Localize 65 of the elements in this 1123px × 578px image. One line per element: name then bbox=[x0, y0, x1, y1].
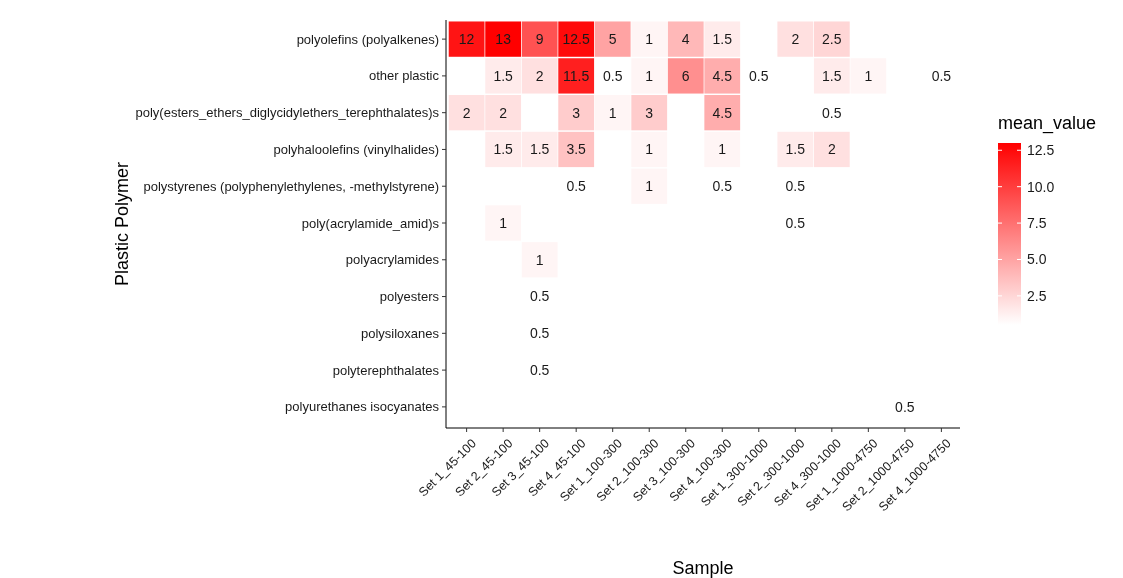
color-bar-label: 2.5 bbox=[1027, 287, 1047, 304]
data-label: 0.5 bbox=[712, 178, 733, 195]
data-label: 1.5 bbox=[822, 67, 842, 84]
data-label: 13 bbox=[495, 31, 512, 48]
data-label: 1.5 bbox=[785, 141, 806, 158]
data-label: 3.5 bbox=[566, 141, 587, 158]
data-label: 1 bbox=[608, 104, 617, 121]
data-label: 0.5 bbox=[785, 214, 806, 231]
data-label: 4.5 bbox=[712, 104, 733, 121]
data-label: 12.5 bbox=[562, 31, 591, 48]
color-bar-label: 10.0 bbox=[1027, 178, 1055, 195]
data-label: 2.5 bbox=[822, 31, 842, 48]
y-tick-label: polyacrylamides bbox=[345, 252, 440, 268]
data-label: 4.5 bbox=[712, 67, 733, 84]
data-label: 0.5 bbox=[529, 325, 550, 342]
data-label: 0.5 bbox=[749, 67, 769, 84]
y-tick-label: polysiloxanes bbox=[360, 325, 440, 341]
data-label: 1 bbox=[718, 141, 727, 158]
y-tick-label: polystyrenes (polyphenylethylenes, -methylstyrene) bbox=[143, 178, 439, 194]
color-bar-label: 7.5 bbox=[1027, 214, 1047, 231]
color-bar-label: 5.0 bbox=[1027, 251, 1047, 268]
data-label: 0.5 bbox=[895, 398, 915, 415]
data-label: 1.5 bbox=[529, 141, 550, 158]
data-label: 2 bbox=[791, 31, 800, 48]
data-label: 1.5 bbox=[493, 67, 514, 84]
x-axis-title: Sample bbox=[672, 558, 734, 578]
data-label: 3 bbox=[645, 104, 654, 121]
data-label: 2 bbox=[535, 67, 544, 84]
data-label: 0.5 bbox=[931, 67, 952, 84]
y-tick-label: polyolefins (polyalkenes) bbox=[296, 31, 439, 47]
data-label: 1 bbox=[535, 251, 544, 268]
data-label: 1 bbox=[864, 67, 873, 84]
color-bar-label: 12.5 bbox=[1027, 142, 1055, 159]
data-label: 4 bbox=[681, 31, 690, 48]
data-label: 0.5 bbox=[602, 67, 623, 84]
data-label: 1 bbox=[645, 31, 654, 48]
data-label: 9 bbox=[535, 31, 544, 48]
y-tick-label: poly(esters_ethers_diglycidylethers_terephthalates)s bbox=[135, 105, 440, 121]
legend-title: mean_value bbox=[998, 113, 1097, 134]
y-tick-label: polyesters bbox=[379, 289, 440, 305]
data-label: 0.5 bbox=[566, 178, 587, 195]
y-tick-label: poly(acrylamide_amid)s bbox=[301, 215, 440, 231]
data-label: 0.5 bbox=[529, 362, 550, 378]
data-label: 3 bbox=[572, 104, 581, 121]
data-label: 6 bbox=[681, 67, 690, 84]
data-label: 12 bbox=[458, 31, 475, 48]
data-label: 5 bbox=[608, 31, 617, 48]
y-tick-label: polyterephthalates bbox=[332, 362, 440, 378]
data-label: 1 bbox=[645, 67, 654, 84]
y-tick-label: polyurethanes isocyanates bbox=[285, 399, 440, 415]
data-label: 2 bbox=[499, 104, 508, 121]
y-tick-label: other plastic bbox=[368, 68, 440, 84]
y-axis-title: Plastic Polymer bbox=[111, 161, 132, 287]
data-label: 1 bbox=[645, 141, 654, 158]
y-tick-label: polyhaloolefins (vinylhalides) bbox=[273, 142, 439, 157]
data-label: 11.5 bbox=[563, 67, 590, 84]
data-label: 0.5 bbox=[785, 178, 806, 195]
data-label: 2 bbox=[827, 141, 836, 158]
data-label: 2 bbox=[462, 104, 471, 121]
data-label: 1 bbox=[645, 178, 654, 195]
data-label: 1 bbox=[499, 214, 508, 231]
data-label: 1.5 bbox=[493, 141, 514, 158]
data-label: 0.5 bbox=[529, 288, 550, 305]
data-label: 0.5 bbox=[822, 104, 842, 121]
data-label: 1.5 bbox=[712, 31, 733, 48]
